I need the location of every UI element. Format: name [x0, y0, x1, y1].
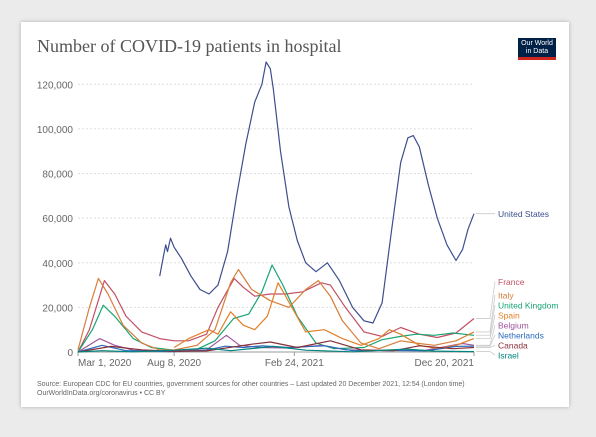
y-tick-label: 40,000 — [42, 259, 73, 270]
chart-title: Number of COVID-19 patients in hospital — [37, 36, 342, 56]
legend-label: Netherlands — [498, 331, 544, 341]
legend-label: United Kingdom — [498, 301, 558, 311]
series-line — [77, 268, 475, 351]
series-line — [77, 345, 475, 353]
series-line — [77, 340, 475, 353]
series-line — [159, 61, 475, 324]
legend-connector — [476, 351, 496, 356]
legend-label: Italy — [498, 291, 514, 301]
y-tick-label: 0 — [67, 348, 73, 359]
y-tick-label: 100,000 — [37, 125, 74, 136]
source-note: Source: European CDC for EU countries, g… — [37, 380, 465, 398]
legend-label: Spain — [498, 311, 520, 321]
legend-label: France — [498, 277, 525, 287]
legend-connector — [476, 314, 496, 340]
x-tick-label: Dec 20, 2021 — [415, 358, 475, 369]
legend-label: Belgium — [498, 321, 529, 331]
series-line — [173, 282, 475, 350]
legend-label: United States — [498, 209, 549, 219]
legend-connector — [476, 294, 496, 333]
legend-label: Canada — [498, 341, 528, 351]
y-tick-label: 20,000 — [42, 303, 73, 314]
x-tick-label: Mar 1, 2020 — [78, 358, 132, 369]
y-tick-label: 80,000 — [42, 170, 73, 181]
legend-connector — [476, 281, 496, 319]
legend-label: Israel — [498, 351, 519, 361]
x-tick-label: Feb 24, 2021 — [265, 358, 324, 369]
series-line — [77, 277, 475, 353]
x-tick-label: Aug 8, 2020 — [147, 358, 201, 369]
legend-connector — [476, 344, 496, 348]
source-text: Source: European CDC for EU countries, g… — [37, 381, 465, 388]
line-chart: 0 20,000 40,000 60,000 80,000 100,000 120,000 M… — [37, 61, 558, 369]
y-tick-label: 60,000 — [42, 214, 73, 225]
logo-text-line1: Our World — [521, 40, 553, 47]
credit-text: OurWorldInData.org/coronavirus • CC BY — [37, 390, 166, 397]
logo-text-line2: in Data — [525, 48, 549, 55]
y-tick-label: 120,000 — [37, 80, 74, 91]
owid-logo[interactable]: Our World in Data — [518, 38, 556, 60]
legend-connector — [476, 334, 496, 347]
chart-card: Number of COVID-19 patients in hospital … — [21, 22, 569, 407]
legend-connector — [476, 304, 496, 336]
